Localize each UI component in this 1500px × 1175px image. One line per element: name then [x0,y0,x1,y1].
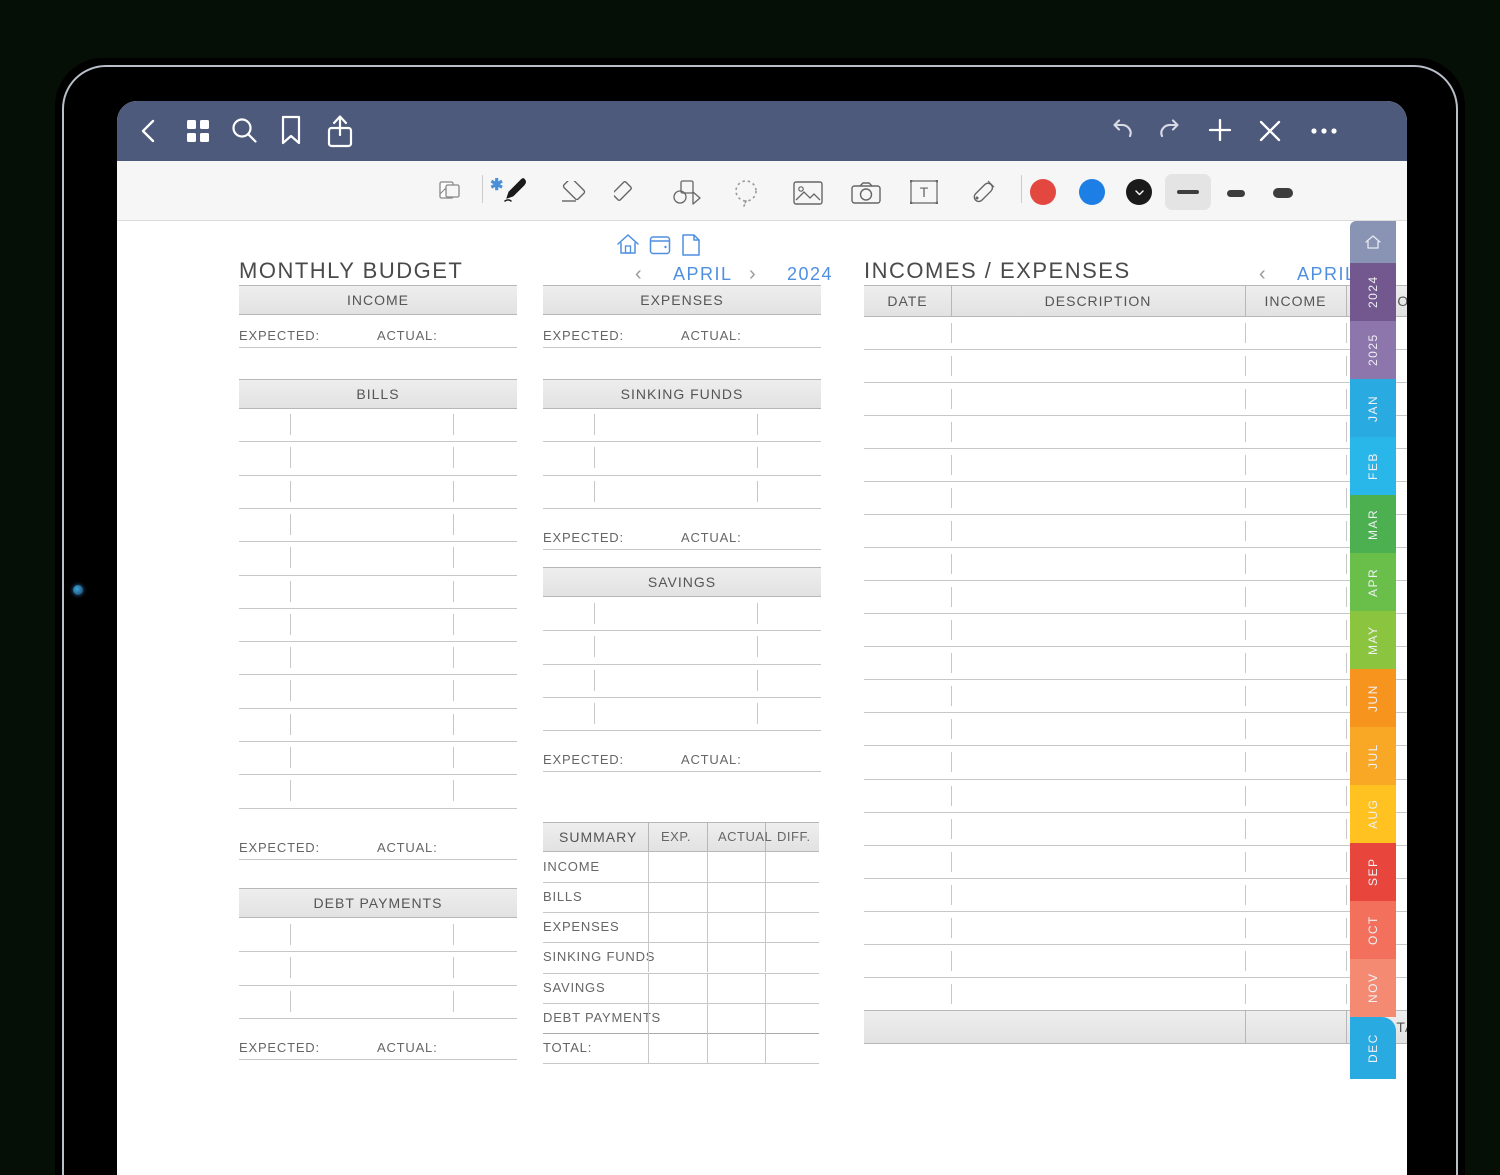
svg-text:T: T [920,184,929,200]
